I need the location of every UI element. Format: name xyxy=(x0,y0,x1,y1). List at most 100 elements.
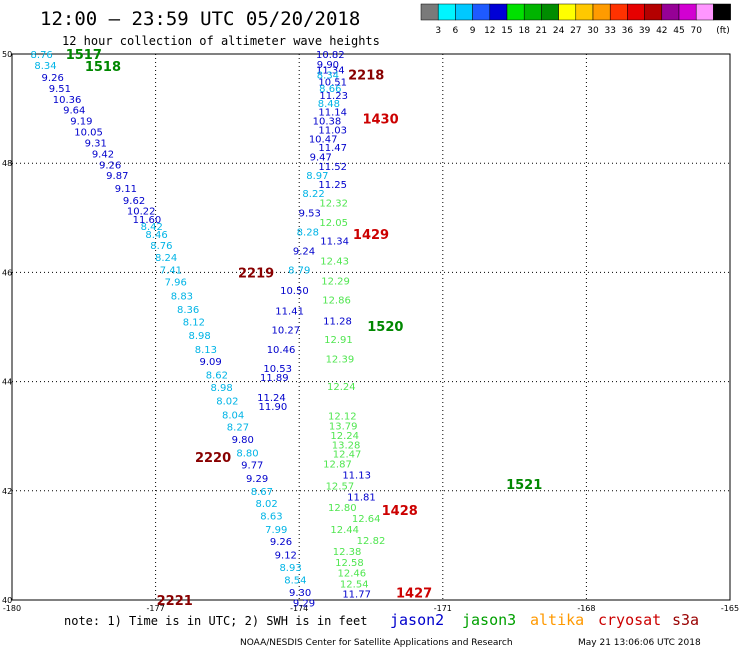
legend-scale-swatch xyxy=(627,3,645,21)
legend-scale-label: 3 xyxy=(435,26,441,36)
wave-height-point: 12.38 xyxy=(333,547,362,558)
wave-height-point: 11.24 xyxy=(257,393,286,404)
y-tick-label: 50 xyxy=(2,50,12,59)
wave-height-point: 9.87 xyxy=(106,171,128,182)
wave-height-point: 11.60 xyxy=(133,215,162,226)
wave-height-point: 9.30 xyxy=(289,588,311,599)
legend-scale-label: 30 xyxy=(587,26,599,36)
wave-height-point: 8.02 xyxy=(216,397,238,408)
wave-height-point: 8.80 xyxy=(236,449,258,460)
wave-height-point: 10.53 xyxy=(263,364,292,375)
legend-scale-swatch xyxy=(678,3,697,21)
legend-satellite-cryosat: cryosat xyxy=(598,611,661,629)
wave-height-point: 8.22 xyxy=(302,189,324,200)
wave-height-point: 12.32 xyxy=(319,199,348,210)
plot-frame xyxy=(11,53,731,601)
legend-scale-swatch xyxy=(575,3,594,21)
wave-height-point: 11.89 xyxy=(260,373,289,384)
legend-scale-swatch xyxy=(489,3,508,21)
legend-scale-label: 36 xyxy=(622,26,634,36)
footer-note: note: 1) Time is in UTC; 2) SWH is in fe… xyxy=(64,614,367,628)
wave-height-point: 11.41 xyxy=(275,307,304,318)
wave-height-point: 11.34 xyxy=(316,65,345,76)
pass-time-label: 1430 xyxy=(362,112,398,127)
legend-scale-swatch xyxy=(695,3,714,21)
wave-height-point: 9.11 xyxy=(115,184,137,195)
legend-scale-swatch xyxy=(455,3,473,21)
wave-height-point: 8.28 xyxy=(297,227,319,238)
wave-height-point: 8.42 xyxy=(141,222,163,233)
pass-time-label: 1517 xyxy=(66,48,102,63)
x-tick-label: -168 xyxy=(577,604,595,613)
pass-time-label: 1428 xyxy=(382,504,418,519)
y-tick-label: 48 xyxy=(2,159,12,168)
wave-height-point: 8.76 xyxy=(150,241,172,252)
legend-satellite-jason3: jason3 xyxy=(462,611,516,629)
legend-scale-label: 70 xyxy=(690,26,702,36)
pass-time-label: 2218 xyxy=(348,69,384,84)
pass-time-label: 2220 xyxy=(195,451,231,466)
wave-height-point: 8.02 xyxy=(256,499,278,510)
legend-scale-swatch xyxy=(437,3,456,21)
wave-height-point: 8.97 xyxy=(306,171,328,182)
chart-title: 12:00 – 23:59 UTC 05/20/2018 xyxy=(40,8,360,30)
x-tick-label: -171 xyxy=(434,604,452,613)
footer-credit: NOAA/NESDIS Center for Satellite Applica… xyxy=(240,638,513,648)
x-tick-label: -165 xyxy=(721,604,739,613)
pass-time-label: 2221 xyxy=(157,594,193,609)
wave-height-point: 7.41 xyxy=(160,266,182,277)
pass-time-label: 1518 xyxy=(85,60,121,75)
wave-height-point: 8.83 xyxy=(171,291,193,302)
wave-height-point: 10.51 xyxy=(318,77,347,88)
legend-scale-swatch xyxy=(523,3,542,21)
x-tick-label: -174 xyxy=(290,604,308,613)
legend-scale-label: 27 xyxy=(570,26,581,36)
legend-satellite-jason2: jason2 xyxy=(390,611,444,629)
pass-time-label: 2219 xyxy=(238,266,274,281)
x-tick-label: -180 xyxy=(3,604,21,613)
legend-scale-swatch xyxy=(558,3,577,21)
wave-height-point: 8.62 xyxy=(206,371,228,382)
wave-height-point: 11.25 xyxy=(318,180,347,191)
pass-time-label: 1429 xyxy=(353,228,389,243)
wave-height-point: 12.12 xyxy=(328,411,357,422)
wave-height-point: 11.28 xyxy=(323,316,352,327)
wave-height-point: 9.53 xyxy=(299,208,321,219)
wave-height-point: 8.34 xyxy=(34,61,56,72)
wave-height-point: 12.47 xyxy=(333,450,362,461)
legend-scale-swatch xyxy=(506,3,525,21)
wave-height-point: 9.26 xyxy=(99,160,121,171)
wave-height-point: 7.96 xyxy=(165,278,187,289)
wave-height-point: 9.64 xyxy=(63,106,85,117)
wave-height-point: 8.79 xyxy=(288,266,310,277)
wave-height-point: 12.44 xyxy=(330,525,359,536)
wave-height-point: 8.24 xyxy=(155,253,177,264)
wave-height-point: 9.47 xyxy=(310,153,332,164)
wave-height-point: 12.54 xyxy=(340,580,369,591)
wave-height-point: 10.50 xyxy=(280,286,309,297)
wave-height-point: 10.36 xyxy=(53,95,82,106)
wave-height-point: 9.31 xyxy=(85,138,107,149)
legend-scale-swatch xyxy=(472,3,491,21)
wave-height-point: 8.04 xyxy=(222,410,244,421)
wave-height-point: 12.24 xyxy=(330,431,359,442)
legend-scale-unit: (ft) xyxy=(716,26,730,36)
wave-height-point: 8.46 xyxy=(145,230,167,241)
wave-height-point: 11.52 xyxy=(318,162,347,173)
wave-height-point: 13.28 xyxy=(332,440,361,451)
legend-scale-label: 21 xyxy=(536,26,547,36)
wave-height-point: 10.22 xyxy=(127,207,156,218)
wave-height-point: 11.34 xyxy=(320,237,349,248)
legend-scale-label: 15 xyxy=(501,26,512,36)
wave-height-point: 8.48 xyxy=(318,99,340,110)
wave-height-point: 12.64 xyxy=(352,514,381,525)
wave-height-point: 8.76 xyxy=(31,50,53,61)
wave-height-point: 12.24 xyxy=(327,382,356,393)
wave-height-point: 9.29 xyxy=(246,474,268,485)
y-tick-label: 42 xyxy=(2,487,12,496)
wave-height-point: 10.47 xyxy=(309,135,338,146)
chart-subtitle: 12 hour collection of altimeter wave hei… xyxy=(62,34,380,48)
legend-scale-swatch xyxy=(609,3,628,21)
wave-height-point: 9.12 xyxy=(275,551,297,562)
wave-height-point: 11.14 xyxy=(318,107,347,118)
